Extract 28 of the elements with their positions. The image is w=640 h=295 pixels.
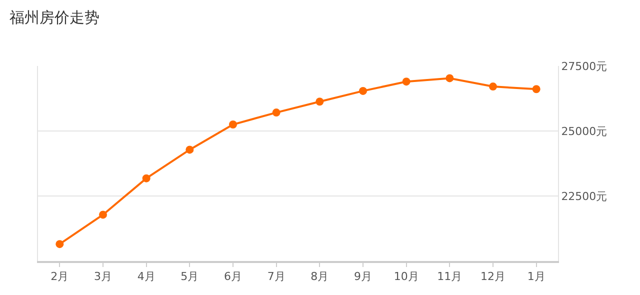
point bbox=[142, 174, 150, 182]
point bbox=[56, 240, 64, 248]
y-tick-label: 27500元 bbox=[561, 60, 608, 73]
x-tick-label: 12月 bbox=[480, 270, 506, 284]
y-tick-label: 22500元 bbox=[561, 190, 608, 203]
x-tick-label: 3月 bbox=[94, 270, 112, 284]
point bbox=[99, 210, 107, 219]
point bbox=[532, 85, 540, 94]
x-tick-label: 10月 bbox=[394, 270, 419, 284]
x-tick-label: 2月 bbox=[50, 270, 69, 284]
x-tick-label: 1月 bbox=[527, 270, 546, 284]
x-tick-label: 7月 bbox=[267, 270, 286, 284]
x-tick-label: 11月 bbox=[437, 270, 462, 284]
x-tick-label: 8月 bbox=[310, 270, 329, 284]
chart-title: 福州房价走势 bbox=[10, 8, 100, 26]
point bbox=[402, 78, 410, 86]
x-tick-label: 4月 bbox=[137, 270, 156, 284]
point bbox=[446, 74, 454, 82]
x-tick-label: 5月 bbox=[180, 270, 199, 284]
point bbox=[186, 146, 194, 154]
x-tick-label: 9月 bbox=[354, 270, 372, 284]
y-tick-label: 25000元 bbox=[561, 124, 608, 138]
point bbox=[316, 98, 324, 106]
point bbox=[229, 120, 237, 128]
point bbox=[359, 86, 367, 95]
point bbox=[272, 108, 280, 117]
x-tick-label: 6月 bbox=[224, 270, 242, 284]
point bbox=[489, 82, 497, 91]
